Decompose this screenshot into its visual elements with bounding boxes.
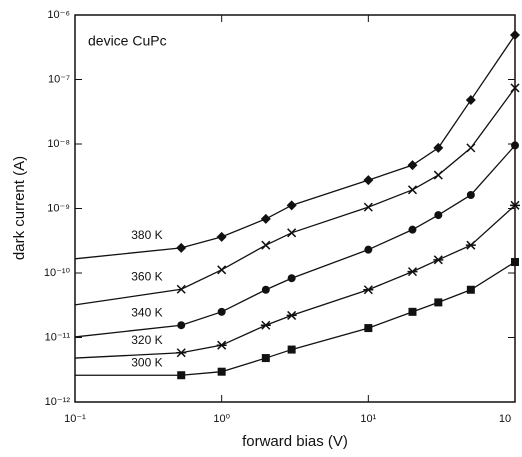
y-tick-label: 10⁻⁸ [47, 138, 70, 150]
y-tick-label: 10⁻⁷ [48, 73, 70, 85]
marker [363, 285, 374, 295]
marker [433, 142, 444, 153]
annotation: device CuPc [88, 33, 167, 49]
marker [466, 190, 475, 199]
series-label: 380 K [131, 228, 162, 242]
y-tick-label: 10⁻¹¹ [45, 331, 71, 343]
marker [407, 160, 418, 171]
marker [466, 285, 475, 294]
marker [511, 141, 519, 150]
series-label: 320 K [131, 333, 162, 347]
x-tick-label: 10 [499, 413, 511, 425]
marker [176, 348, 187, 358]
marker [216, 340, 227, 350]
marker [433, 170, 443, 180]
marker [363, 175, 374, 186]
marker [434, 298, 443, 307]
y-tick-label: 10⁻⁹ [47, 202, 70, 214]
marker [511, 258, 519, 267]
marker [287, 274, 296, 283]
marker [363, 202, 373, 212]
marker [216, 231, 227, 242]
marker [510, 200, 520, 210]
marker [466, 143, 476, 153]
y-axis-title: dark current (A) [11, 156, 28, 260]
series-line [74, 34, 516, 260]
marker [261, 285, 270, 294]
marker [408, 307, 417, 316]
marker [217, 367, 226, 376]
marker [510, 29, 520, 40]
x-tick-label: 10⁻¹ [64, 413, 86, 425]
y-tick-label: 10⁻¹² [45, 396, 71, 408]
marker [260, 320, 271, 330]
marker [364, 324, 373, 333]
marker [177, 321, 186, 330]
series-label: 360 K [131, 269, 162, 283]
y-tick-label: 10⁻⁶ [47, 9, 70, 21]
marker [261, 354, 270, 363]
marker [177, 371, 186, 380]
marker [286, 310, 297, 320]
series-line [74, 204, 516, 359]
marker [261, 240, 271, 250]
marker [364, 245, 373, 254]
marker [286, 200, 297, 211]
series-label: 300 K [131, 355, 162, 369]
marker [465, 95, 476, 106]
marker [217, 265, 227, 275]
x-tick-label: 10⁰ [213, 413, 230, 425]
marker [407, 267, 418, 277]
marker [465, 240, 476, 250]
marker [510, 83, 520, 93]
marker [176, 242, 187, 253]
marker [287, 345, 296, 354]
x-tick-label: 10¹ [360, 413, 376, 425]
series-label: 340 K [131, 305, 162, 319]
marker [408, 225, 417, 234]
marker [217, 307, 226, 316]
y-tick-label: 10⁻¹⁰ [44, 267, 71, 279]
marker [287, 228, 297, 238]
series-line [74, 87, 516, 306]
marker [407, 185, 418, 195]
marker [260, 213, 271, 224]
series-line [75, 261, 516, 376]
marker [433, 255, 444, 265]
marker [434, 211, 443, 220]
x-axis-title: forward bias (V) [242, 433, 348, 450]
series-line [74, 145, 516, 338]
marker [176, 284, 186, 294]
